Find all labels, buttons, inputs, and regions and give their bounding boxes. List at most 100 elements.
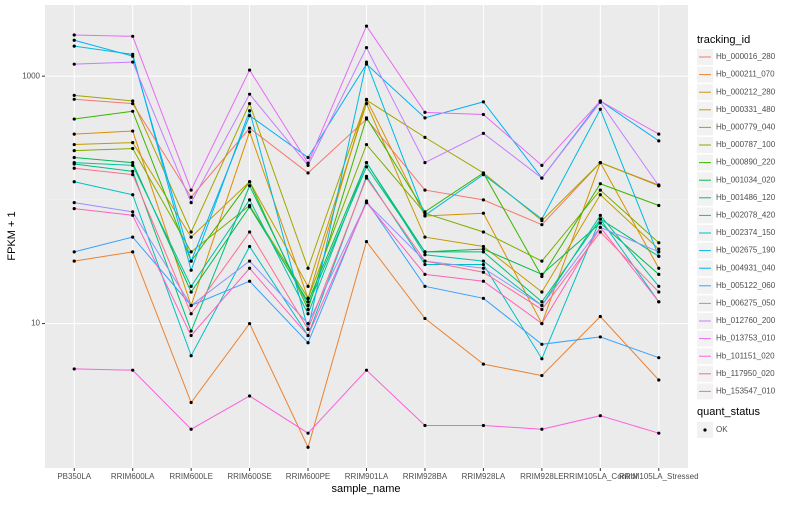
data-point [423,259,427,263]
data-point [364,201,369,205]
data-point [131,60,135,64]
data-point [481,244,486,249]
data-point [423,253,427,257]
data-point [540,307,544,312]
data-point [481,362,486,366]
legend-label: Hb_000779_040 [716,123,776,132]
data-point [247,259,252,263]
data-point [131,161,135,165]
data-point [657,241,661,245]
data-point [247,205,252,209]
x-tick-label: RRIM600PE [286,472,330,481]
legend-label: Hb_000016_280 [716,52,776,61]
data-point [131,193,135,197]
data-point [189,354,193,358]
data-point [364,368,369,372]
data-point [423,423,427,428]
data-point [306,333,310,338]
data-point [481,296,486,300]
data-point [189,312,193,316]
data-point [131,99,135,103]
data-point [189,259,193,263]
data-point [72,97,76,101]
data-point [131,169,135,173]
data-point [481,259,486,263]
x-tick-label: RRIM600LE [169,472,213,481]
data-point [189,201,193,205]
data-point [131,250,135,254]
data-point [598,213,602,217]
data-point [72,367,76,371]
data-point [189,188,193,192]
data-point [306,284,310,288]
data-point [72,149,76,153]
x-axis-title: sample_name [331,483,400,495]
data-point [72,38,76,42]
data-point [131,173,135,177]
data-point [481,270,486,274]
data-point [364,46,369,50]
y-axis-title: FPKM + 1 [6,211,18,260]
data-point [657,250,661,254]
data-point [72,201,76,205]
data-point [306,431,310,435]
data-point [364,116,369,120]
data-point [72,33,76,37]
data-point [481,173,486,177]
data-point [189,290,193,294]
data-point [540,290,544,294]
data-point [131,101,135,106]
data-point [540,321,544,326]
x-tick-label: RRIM928LE [520,472,564,481]
data-point [423,235,427,239]
data-point [72,180,76,184]
data-point [423,284,427,288]
data-point [306,321,310,326]
data-point [364,101,369,106]
x-tick-label: RRIM901LA [345,472,389,481]
data-point [189,235,193,239]
legend-label: Hb_013753_010 [716,334,776,343]
legend-label: Hb_101151_020 [716,351,775,360]
data-point [247,321,252,326]
data-point [657,356,661,360]
data-point [247,266,252,270]
data-point [306,163,310,167]
data-point [72,206,76,211]
data-point [72,161,76,165]
data-point [131,210,135,214]
data-point [364,24,369,28]
data-point [598,217,602,221]
data-point [72,155,76,160]
data-point [540,274,544,279]
data-point [540,373,544,378]
data-point [247,113,252,118]
data-point [423,250,427,254]
data-point [306,300,310,304]
data-point [131,129,135,133]
legend-label: Hb_002078_420 [716,211,776,220]
data-point [72,117,76,121]
data-point [247,109,252,113]
data-point [247,92,252,96]
data-point [598,188,602,192]
data-point [481,131,486,135]
data-point [306,161,310,165]
data-point [540,303,544,308]
data-point [598,107,602,111]
data-point [189,230,193,234]
data-point [540,342,544,346]
data-point [423,262,427,267]
data-point [364,142,369,147]
data-point [306,171,310,175]
data-point [598,335,602,339]
data-point [131,163,135,167]
data-point [540,300,544,304]
data-point [598,161,602,165]
data-point [598,314,602,319]
data-point [423,316,427,321]
data-point [189,329,193,333]
data-point [481,247,486,251]
data-point [657,272,661,276]
data-point [423,110,427,114]
